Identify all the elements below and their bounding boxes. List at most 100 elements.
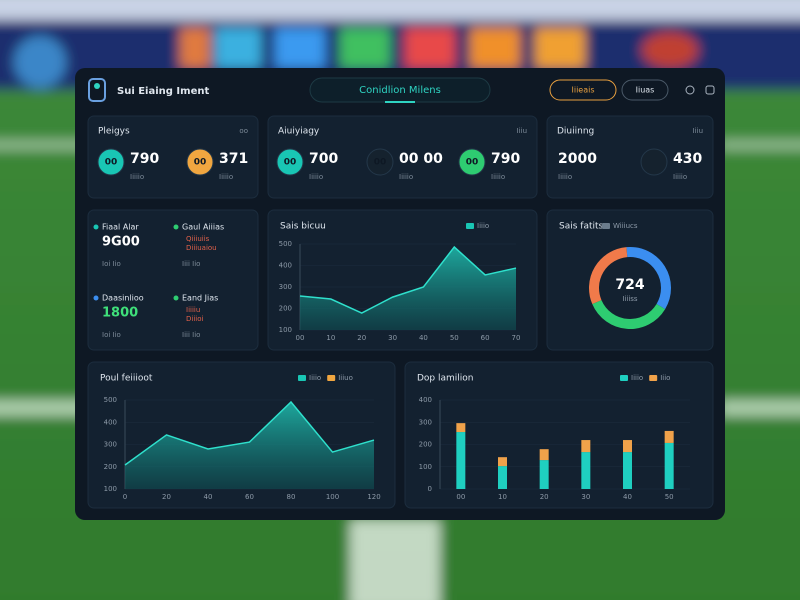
stat-sub: Iiiiio [130,173,144,181]
bar-segment [539,449,549,461]
badge [276,148,304,176]
x-tick-label: 30 [388,334,397,342]
bar-segment [664,442,674,489]
y-tick-label: 400 [419,396,432,404]
legend-swatch [298,375,306,381]
app-title: Sui Eiaing Iment [117,86,209,97]
legend-swatch [602,223,610,229]
x-tick-label: 50 [665,493,674,501]
x-tick-label: 120 [367,493,380,501]
metric-value: 1800 [102,306,138,321]
donut-segment [589,247,628,305]
chart-title: Poul feiiioot [100,374,153,384]
stat-sub: Iiiiio [309,173,323,181]
chart-title: Sais fatits [559,222,604,232]
x-tick-label: 30 [581,493,590,501]
x-tick-label: 00 [456,493,465,501]
x-tick-label: 0 [123,493,127,501]
stat-value: 790 [491,151,520,167]
metric-value: 9G00 [102,235,140,250]
metric-sub: Ioi Iio [102,331,121,339]
bar-segment [581,452,591,489]
tab-label[interactable]: Conidlion Milens [359,85,441,96]
stat-sub: Iiiiio [399,173,413,181]
metric-sub: Iiii Iio [182,260,200,268]
legend-swatch [466,223,474,229]
header-icons[interactable] [685,85,715,95]
button-label[interactable]: Iiieais [571,86,594,95]
x-tick-label: 20 [162,493,171,501]
x-tick-label: 70 [512,334,521,342]
area-fill [300,247,516,330]
chart-title: Sais bicuu [280,222,326,232]
badge [458,148,486,176]
legend-label: Iiiio [309,374,321,382]
badge [640,148,668,176]
y-tick-label: 300 [104,441,117,449]
metric-name: Eand Jias [182,294,218,303]
bullet [173,224,179,230]
metric-name: Fiaal Alar [102,223,139,232]
stat-sub: Iiiiio [491,173,505,181]
legend-label: Iiio [660,374,670,382]
y-tick-label: 500 [104,396,117,404]
panel-title: Aiuiyiagy [278,127,320,137]
button[interactable] [621,79,669,101]
metric-note: Iiiiiu [186,306,200,314]
bar-segment [539,460,549,489]
legend-swatch [327,375,336,381]
panel-corner: oo [239,127,248,135]
legend-label: Wiiiucs [613,222,638,230]
metric-name: Daasinlioo [102,294,144,303]
stat-value: 430 [673,151,702,167]
bar-segment [498,466,507,489]
badge [186,148,214,176]
bullet [93,295,99,301]
donut-center: 724 [615,277,644,293]
x-tick-label: 40 [419,334,428,342]
bar-segment [581,440,591,453]
x-tick-label: 10 [326,334,335,342]
panel [404,361,714,509]
y-tick-label: 400 [104,418,117,426]
chart-title: Dop lamilion [417,374,474,384]
y-tick-label: 300 [279,283,292,291]
badge [366,148,394,176]
metric-sub: Iiii Iio [182,331,200,339]
area-fill [125,402,374,489]
stat-value: 371 [219,151,248,167]
legend-label: Iiiio [631,374,643,382]
panel [546,209,714,351]
bar-segment [498,457,507,467]
panel [87,209,259,351]
y-tick-label: 100 [419,463,432,471]
x-tick-label: 60 [245,493,254,501]
panel [546,115,714,199]
x-tick-label: 40 [623,493,632,501]
panel-title: Diuiinng [557,127,594,137]
metric-sub: Ioi Iio [102,260,121,268]
badge-label: 00 [374,158,387,168]
legend-swatch [620,375,628,381]
bar-segment [456,432,466,489]
y-tick-label: 500 [279,240,292,248]
x-tick-label: 60 [481,334,490,342]
panel [267,115,538,199]
badge [97,148,125,176]
stat-value: 2000 [558,151,597,167]
stat-value: 00 00 [399,151,443,167]
bar-segment [456,423,466,433]
x-tick-label: 40 [204,493,213,501]
metric-note: Diiiuaiou [186,244,217,252]
stat-sub: Iiiiio [673,173,687,181]
badge-label: 00 [466,158,479,168]
y-tick-label: 200 [279,305,292,313]
y-tick-label: 200 [419,441,432,449]
metric-name: Gaul Aiiias [182,223,224,232]
bullet [93,224,99,230]
badge-label: 00 [284,158,297,168]
button[interactable] [549,79,617,101]
button-label[interactable]: Iiuas [636,86,655,95]
